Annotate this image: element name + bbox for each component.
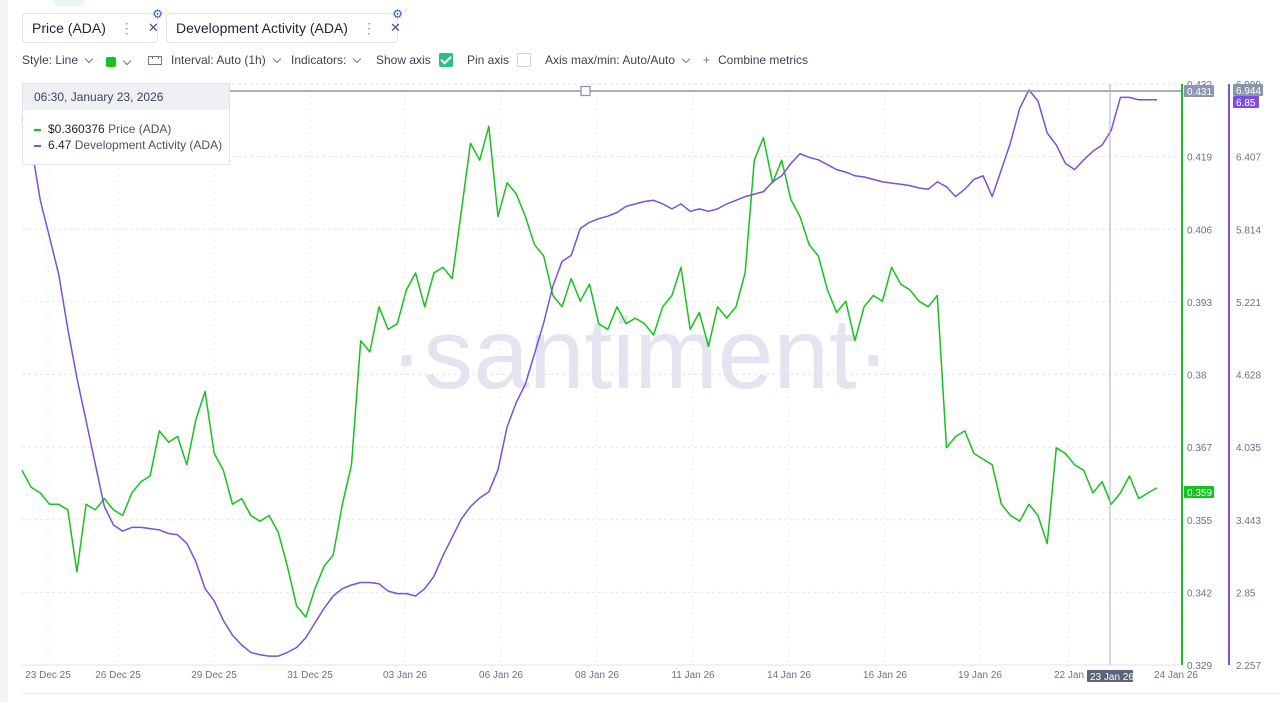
price-axis-tick: 0.342: [1187, 588, 1212, 599]
left-strip: [0, 0, 8, 702]
crosshair-date-badge: 23 Jan 26: [1090, 672, 1134, 683]
tooltip-date: 06:30, January 23, 2026: [23, 84, 229, 110]
dev-axis-tick: 2.85: [1236, 588, 1256, 599]
axis-maxmin-select[interactable]: Axis max/min: Auto/Auto: [545, 53, 691, 67]
tooltip-dev-value: 6.47: [48, 138, 72, 152]
close-icon[interactable]: ✕: [389, 20, 401, 35]
x-axis-tick: 11 Jan 26: [671, 670, 715, 681]
price-axis-tick: 0.355: [1187, 516, 1212, 527]
chart-canvas[interactable]: ·santiment· 0.4320.4190.4060.3930.380.36…: [0, 78, 1280, 693]
metric-label: Development Activity (ADA): [176, 20, 348, 36]
dev-axis-tick: 4.628: [1236, 371, 1261, 382]
style-label: Style: Line: [22, 53, 79, 67]
x-axis-tick: 29 Dec 25: [191, 670, 237, 681]
x-axis-tick: 24 Jan 26: [1154, 670, 1198, 681]
top-tab: [54, 0, 84, 6]
x-axis-tick: 26 Dec 25: [95, 670, 141, 681]
chevron-down-icon: [122, 56, 132, 65]
x-axis-tick: 22 Jan: [1054, 670, 1084, 681]
interval-select[interactable]: Interval: Auto (1h): [148, 53, 281, 67]
hover-tooltip: 06:30, January 23, 2026 $0.360376 Price …: [22, 83, 230, 165]
tooltip-price-value: $0.360376: [48, 122, 105, 136]
pin-axis-toggle[interactable]: Pin axis: [467, 53, 532, 67]
series-layer: [21, 89, 1158, 657]
x-axis-tick: 23 Dec 25: [25, 670, 71, 681]
settings-icon[interactable]: ⚙: [152, 7, 163, 21]
price-axis-tick: 0.406: [1187, 225, 1212, 236]
interval-label: Interval: Auto (1h): [171, 53, 266, 67]
crosshair-date-badge-bg: [1087, 670, 1133, 682]
price-axis-tick: 0.419: [1187, 153, 1212, 164]
price-high-badge-bg: [1184, 85, 1214, 97]
price-axis-tick: 0.329: [1187, 661, 1212, 672]
checkbox-checked-icon[interactable]: [438, 53, 453, 67]
metric-label: Price (ADA): [32, 20, 106, 36]
tooltip-price-name: Price (ADA): [108, 122, 172, 136]
style-select[interactable]: Style: Line: [22, 53, 94, 67]
color-swatch-icon: [106, 57, 116, 67]
chevron-down-icon: [353, 54, 362, 63]
checkbox-unchecked-icon[interactable]: [517, 53, 532, 67]
axes-layer: 0.4320.4190.4060.3930.380.3670.3550.3420…: [25, 80, 1263, 683]
x-axis-tick: 03 Jan 26: [383, 670, 427, 681]
x-axis-tick: 31 Dec 25: [287, 670, 333, 681]
dev-axis-tick: 5.221: [1236, 298, 1261, 309]
more-options-icon[interactable]: ⋮: [119, 19, 134, 36]
dev-high-badge: 6.944: [1236, 86, 1261, 97]
price-current-badge-bg: [1184, 486, 1214, 498]
price-axis-tick: 0.367: [1187, 443, 1212, 454]
chevron-down-icon: [84, 54, 94, 63]
timeline-navigator[interactable]: [22, 693, 1280, 703]
dev-axis-tick: 6.407: [1236, 153, 1261, 164]
legend-line-icon: [34, 128, 41, 131]
dev-axis-tick: 5.814: [1236, 225, 1261, 236]
interval-icon: [148, 55, 162, 65]
tooltip-dev-name: Development Activity (ADA): [74, 138, 223, 152]
dev-current-badge: 6.85: [1236, 98, 1256, 109]
close-icon[interactable]: ✕: [147, 20, 159, 35]
combine-metrics-button[interactable]: + Combine metrics: [703, 53, 808, 67]
show-axis-toggle[interactable]: Show axis: [376, 53, 453, 67]
indicators-label: Indicators:: [291, 53, 347, 67]
color-select[interactable]: [106, 56, 132, 67]
chart-grid: [22, 83, 1180, 666]
tooltip-row-dev: 6.47 Development Activity (ADA): [34, 138, 222, 152]
dev-current-badge-bg: [1233, 96, 1259, 108]
x-axis-tick: 14 Jan 26: [767, 670, 811, 681]
price-line: [21, 125, 1158, 618]
dev-axis-tick: 2.257: [1236, 661, 1261, 672]
dev-axis-bar: [1228, 84, 1230, 665]
indicators-select[interactable]: Indicators:: [291, 53, 362, 67]
axis-maxmin-label: Axis max/min: Auto/Auto: [545, 53, 676, 67]
watermark: ·santiment·: [390, 298, 890, 410]
metric-chip-dev-activity[interactable]: Development Activity (ADA) ⋮ ✕ ⚙: [166, 7, 403, 43]
price-current-badge: 0.359: [1187, 488, 1212, 499]
combine-metrics-label: Combine metrics: [718, 53, 809, 67]
metric-chip-price[interactable]: Price (ADA) ⋮ ✕ ⚙: [22, 7, 163, 43]
price-axis-bar: [1181, 84, 1183, 665]
dev-high-badge-bg: [1233, 84, 1263, 96]
plus-icon: +: [703, 53, 711, 67]
x-axis-tick: 16 Jan 26: [863, 670, 907, 681]
chevron-down-icon: [681, 54, 691, 63]
show-axis-label: Show axis: [376, 53, 431, 67]
high-marker-handle: [580, 85, 591, 97]
price-high-badge: 0.431: [1187, 87, 1212, 98]
x-axis-tick: 19 Jan 26: [958, 670, 1002, 681]
more-options-icon[interactable]: ⋮: [361, 19, 376, 36]
x-axis-tick: 06 Jan 26: [479, 670, 523, 681]
dev-axis-tick: 4.035: [1236, 443, 1261, 454]
price-axis-tick: 0.38: [1187, 371, 1207, 382]
tooltip-row-price: $0.360376 Price (ADA): [34, 122, 171, 136]
dev-activity-line: [21, 89, 1157, 657]
pin-axis-label: Pin axis: [467, 53, 510, 67]
settings-icon[interactable]: ⚙: [392, 7, 403, 21]
legend-line-icon: [34, 144, 41, 147]
price-axis-tick: 0.393: [1187, 298, 1212, 309]
chevron-down-icon: [272, 54, 281, 63]
x-axis-tick: 08 Jan 26: [575, 670, 619, 681]
dev-axis-tick: 3.443: [1236, 516, 1261, 527]
